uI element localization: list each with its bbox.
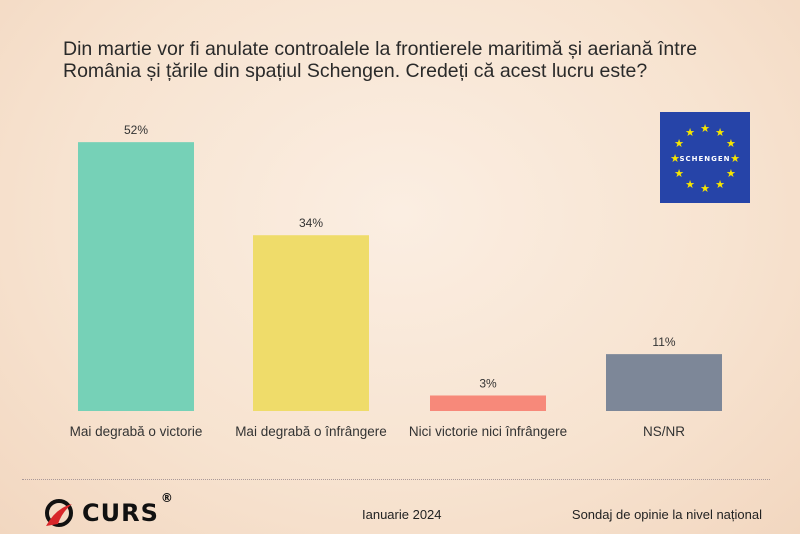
star-icon: ★	[685, 127, 695, 139]
category-label: Nici victorie nici înfrângere	[409, 424, 567, 439]
bar	[253, 235, 369, 411]
star-icon: ★	[726, 138, 736, 150]
data-label: 52%	[124, 123, 148, 137]
divider	[22, 479, 770, 480]
survey-date: Ianuarie 2024	[362, 507, 442, 522]
chart-title: Din martie vor fi anulate controalele la…	[63, 38, 698, 82]
survey-source: Sondaj de opinie la nivel național	[571, 507, 762, 522]
bar	[78, 142, 194, 411]
star-icon: ★	[685, 179, 695, 191]
bar	[606, 354, 722, 411]
star-icon: ★	[715, 127, 725, 139]
eu-stars-icon: ★ ★★★★★★★★★★★SCHENGEN	[670, 123, 740, 195]
bar	[430, 395, 546, 411]
bar-chart: 52% Mai degrabă o victorie 34% Mai degrabă …	[70, 123, 722, 439]
category-label: Mai degrabă o victorie	[70, 424, 203, 439]
star-icon: ★	[670, 153, 680, 165]
star-icon: ★	[700, 123, 710, 135]
logo-text: CURS®	[82, 491, 174, 527]
curs-logo: CURS®	[42, 491, 174, 528]
data-label: 11%	[652, 335, 675, 349]
data-label: 34%	[299, 216, 323, 230]
star-icon: ★	[674, 168, 684, 180]
star-icon: ★	[674, 138, 684, 150]
star-icon: ★	[730, 153, 740, 165]
star-icon: ★	[700, 183, 710, 195]
star-icon: ★	[715, 179, 725, 191]
schengen-flag: ★ ★ ★ ★ ★ ★ ★ ★ ★ ★ ★ ★ SCHENGEN	[660, 112, 750, 203]
category-label: NS/NR	[643, 424, 685, 439]
category-label: Mai degrabă o înfrângere	[235, 424, 387, 439]
star-icon: ★	[726, 168, 736, 180]
curs-logo-icon	[45, 499, 73, 527]
data-label: 3%	[479, 376, 497, 390]
flag-text: SCHENGEN	[679, 155, 730, 163]
